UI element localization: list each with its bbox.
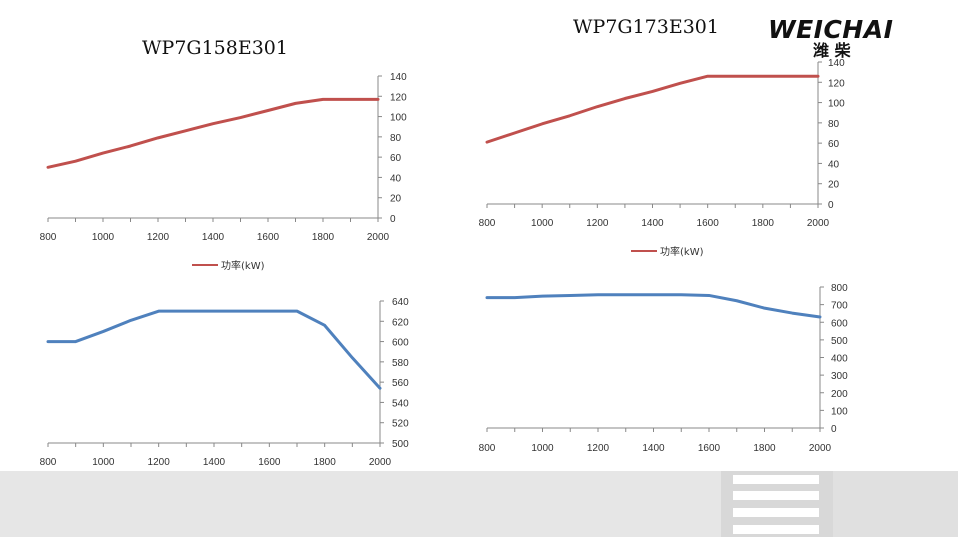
x-tick-label: 1600 (258, 457, 281, 468)
x-tick-label: 1800 (312, 232, 335, 243)
x-tick-label: 2000 (369, 457, 392, 468)
x-tick-label: 1400 (202, 232, 225, 243)
x-tick-label: 1800 (752, 218, 775, 229)
series-line (46, 97, 380, 169)
series-line (485, 74, 820, 144)
x-tick-label: 1400 (203, 457, 226, 468)
x-tick-label: 1200 (147, 232, 170, 243)
legend-label: 功率(kW) (660, 245, 704, 258)
y-tick-label: 40 (390, 173, 402, 184)
x-tick-label: 800 (40, 457, 57, 468)
y-tick-label: 60 (390, 153, 402, 164)
x-tick-label: 800 (479, 218, 496, 229)
chart-title-wp7g173e301: WP7G173E301 (573, 16, 719, 38)
series-line (46, 309, 382, 390)
x-tick-label: 1400 (642, 443, 665, 454)
footer-stripe-block (721, 471, 833, 537)
y-tick-label: 60 (828, 139, 840, 150)
x-tick-label: 1000 (531, 443, 554, 454)
x-tick-label: 2000 (807, 218, 830, 229)
chart-power-wp7g173e301: 0 20 40 60 80 100 120 140 800 1000 1200 1400 1600 180… (479, 58, 845, 258)
legend-label: 功率(kW) (221, 259, 265, 272)
y-tick-label: 0 (390, 214, 396, 225)
x-tick-label: 800 (479, 443, 496, 454)
y-tick-label: 580 (392, 358, 409, 369)
y-tick-label: 120 (828, 78, 845, 89)
logo-text: WEICHAI (768, 15, 893, 44)
y-tick-label: 620 (392, 317, 409, 328)
y-tick-label: 100 (390, 113, 407, 124)
footer-stripe (733, 491, 819, 500)
y-tick-label: 0 (831, 424, 837, 435)
y-tick-label: 120 (390, 92, 407, 103)
y-tick-label: 140 (828, 58, 845, 69)
x-tick-label: 2000 (367, 232, 390, 243)
y-tick-label: 100 (828, 99, 845, 110)
y-tick-label: 640 (392, 297, 409, 308)
chart-title-wp7g158e301: WP7G158E301 (142, 37, 288, 59)
y-tick-label: 300 (831, 371, 848, 382)
x-tick-label: 1800 (753, 443, 776, 454)
weichai-logo: WEICHAI 潍 柴 (768, 15, 893, 58)
x-tick-label: 1200 (586, 218, 609, 229)
x-tick-label: 1600 (257, 232, 280, 243)
y-tick-label: 500 (831, 336, 848, 347)
y-tick-label: 80 (390, 133, 402, 144)
x-tick-label: 1400 (641, 218, 664, 229)
x-tick-label: 1200 (587, 443, 610, 454)
y-tick-label: 140 (390, 72, 407, 83)
chart-power-wp7g158e301: 0 20 40 60 80 100 120 140 800 1000 1200 1400 1600 180… (40, 72, 407, 272)
logo-sub-text: 潍 柴 (813, 41, 852, 58)
y-tick-label: 540 (392, 398, 409, 409)
x-tick-label: 1800 (314, 457, 337, 468)
x-tick-label: 1000 (92, 232, 115, 243)
x-tick-label: 800 (40, 232, 57, 243)
x-tick-label: 1000 (531, 218, 554, 229)
y-tick-label: 600 (392, 338, 409, 349)
y-tick-label: 800 (831, 283, 848, 294)
x-tick-label: 2000 (809, 443, 832, 454)
x-tick-label: 1600 (697, 218, 720, 229)
footer-right-block (833, 471, 958, 537)
footer-stripe (733, 525, 819, 534)
y-tick-label: 600 (831, 318, 848, 329)
y-tick-label: 80 (828, 119, 840, 130)
series-line (485, 293, 822, 319)
y-tick-label: 500 (392, 439, 409, 450)
x-tick-label: 1000 (92, 457, 115, 468)
chart-torque-wp7g173e301: 0 100 200 300 400 500 600 700 800 800 1000 1200 1400… (479, 283, 848, 483)
footer-stripe (733, 508, 819, 517)
y-tick-label: 700 (831, 301, 848, 312)
y-tick-label: 200 (831, 389, 848, 400)
y-tick-label: 400 (831, 354, 848, 365)
y-tick-label: 520 (392, 419, 409, 430)
y-tick-label: 0 (828, 200, 834, 211)
x-tick-label: 1600 (698, 443, 721, 454)
chart-torque-wp7g158e301: 500 520 540 560 580 600 620 640 800 1000 1200 1400 1… (40, 297, 409, 497)
y-tick-label: 40 (828, 159, 840, 170)
y-tick-label: 20 (828, 180, 840, 191)
x-tick-label: 1200 (148, 457, 171, 468)
y-tick-label: 560 (392, 378, 409, 389)
y-tick-label: 20 (390, 194, 402, 205)
footer-stripe (733, 475, 819, 484)
y-tick-label: 100 (831, 406, 848, 417)
